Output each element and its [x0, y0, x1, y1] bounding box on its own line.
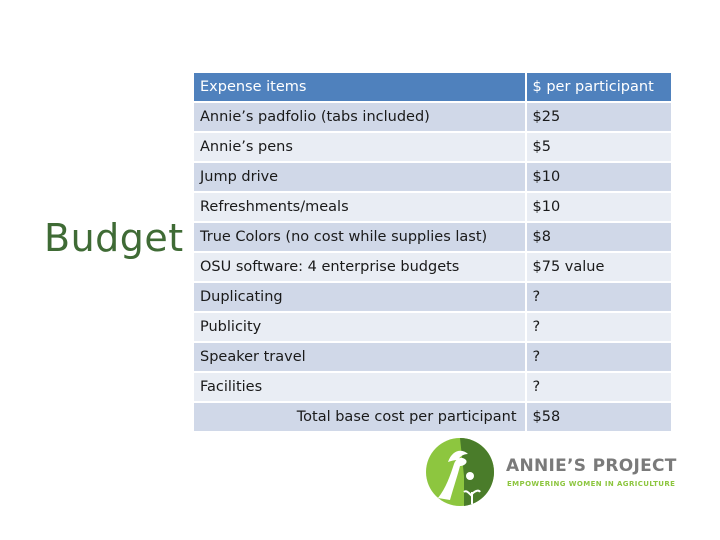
table-total-row: Total base cost per participant $58 — [193, 402, 672, 432]
expense-cost: ? — [525, 282, 672, 312]
header-cost-per-participant: $ per participant — [525, 72, 672, 102]
total-label: Total base cost per participant — [193, 402, 526, 432]
annies-project-logo-icon — [426, 438, 495, 506]
total-cost: $58 — [525, 402, 672, 432]
expense-item: True Colors (no cost while supplies last… — [193, 222, 526, 252]
expense-item: Annie’s pens — [193, 132, 526, 162]
table-row: True Colors (no cost while supplies last… — [193, 222, 672, 252]
expense-item: Speaker travel — [193, 342, 526, 372]
expense-cost: $8 — [525, 222, 672, 252]
table-row: Speaker travel ? — [193, 342, 672, 372]
expense-cost: $25 — [525, 102, 672, 132]
expense-item: Jump drive — [193, 162, 526, 192]
table-row: Refreshments/meals $10 — [193, 192, 672, 222]
header-expense-items: Expense items — [193, 72, 526, 102]
logo-name: ANNIE’S PROJECT — [506, 456, 677, 476]
expense-cost: $75 value — [525, 252, 672, 282]
expense-item: Facilities — [193, 372, 526, 402]
table-row: Annie’s pens $5 — [193, 132, 672, 162]
table-row: Annie’s padfolio (tabs included) $25 — [193, 102, 672, 132]
expense-item: OSU software: 4 enterprise budgets — [193, 252, 526, 282]
expense-item: Refreshments/meals — [193, 192, 526, 222]
expense-cost: $10 — [525, 192, 672, 222]
table-row: Facilities ? — [193, 372, 672, 402]
table-row: Duplicating ? — [193, 282, 672, 312]
expense-item: Publicity — [193, 312, 526, 342]
expense-item: Annie’s padfolio (tabs included) — [193, 102, 526, 132]
annies-project-logo: ANNIE’S PROJECT EMPOWERING WOMEN IN AGRI… — [424, 436, 677, 508]
expense-cost: ? — [525, 372, 672, 402]
table-header-row: Expense items $ per participant — [193, 72, 672, 102]
logo-tagline: EMPOWERING WOMEN IN AGRICULTURE — [507, 480, 676, 488]
expense-cost: $10 — [525, 162, 672, 192]
expense-cost: ? — [525, 342, 672, 372]
expense-cost: ? — [525, 312, 672, 342]
expense-cost: $5 — [525, 132, 672, 162]
expense-item: Duplicating — [193, 282, 526, 312]
slide-title: Budget — [44, 216, 184, 260]
table-row: OSU software: 4 enterprise budgets $75 v… — [193, 252, 672, 282]
budget-table: Expense items $ per participant Annie’s … — [193, 72, 672, 432]
table-row: Publicity ? — [193, 312, 672, 342]
table-row: Jump drive $10 — [193, 162, 672, 192]
